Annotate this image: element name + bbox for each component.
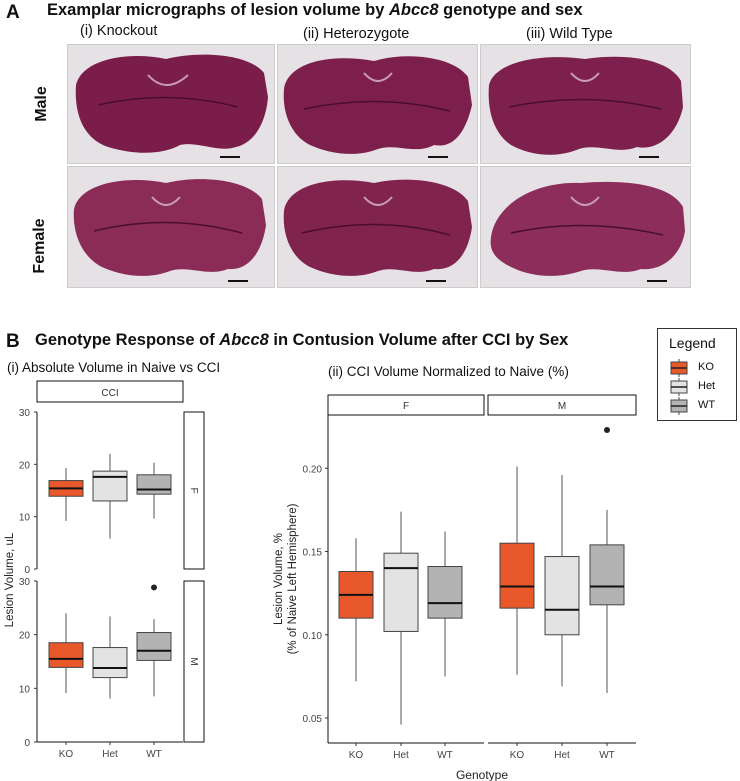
y-tick-label-F-30: 30 (19, 408, 31, 419)
facet-strip-M (487, 394, 637, 416)
x-tick-label-i-KO: KO (59, 749, 74, 760)
micrograph-male-heterozygote (277, 44, 478, 164)
x-tick-label-M-KO: KO (510, 750, 525, 761)
legend-label-het: Het (698, 380, 716, 392)
x-axis-title-ii: Genotype (456, 768, 508, 781)
facet-label-F: F (403, 401, 409, 412)
legend-title: Legend (669, 335, 716, 351)
y-tick-label-M-10: 10 (19, 684, 31, 695)
panel-a-title: Examplar micrographs of lesion volume by… (47, 1, 583, 19)
legend-items: KO Het WT (668, 359, 728, 415)
chart-i-subtitle: (i) Absolute Volume in Naive vs CCI (7, 360, 221, 375)
x-tick-label-F-WT: WT (437, 750, 453, 761)
row-label-male: Male (33, 86, 50, 122)
facet-strip-F (183, 411, 205, 570)
outlier-ii-M-WT-0 (604, 426, 610, 433)
facet-label-cci: CCI (101, 388, 118, 399)
box-ii-M-Het (544, 556, 580, 636)
row-label-female: Female (31, 218, 48, 274)
facet-strip-cci (36, 380, 184, 403)
y-tick-label-M-30: 30 (19, 577, 31, 588)
outlier-i-M-WT-0 (151, 584, 157, 591)
legend-label-ko: KO (698, 361, 714, 373)
box-i-M-WT (136, 632, 172, 661)
legend-item-het: Het (668, 378, 728, 396)
box-ii-M-WT (589, 544, 625, 606)
chart-normalized-volume: F KO Het WT M KO Het WT 0.05 0.10 0.15 0.20 Genotype… (273, 394, 637, 781)
micrograph-female-heterozygote (277, 166, 478, 288)
legend: Legend KO Het WT (657, 328, 737, 421)
column-label-heterozygote: (ii) Heterozygote (303, 26, 410, 42)
y-axis-title-ii: Lesion Volume, % (273, 533, 285, 625)
micrograph-female-wild-type (480, 166, 691, 288)
x-tick-label-F-Het: Het (393, 750, 409, 761)
y-tick-label-ii-2: 0.15 (303, 548, 323, 559)
facet-label-M: M (188, 657, 199, 665)
y-tick-label-F-0: 0 (24, 565, 30, 576)
box-ii-F-WT (427, 566, 463, 619)
micrograph-male-knockout (67, 44, 275, 164)
box-i-M-KO (48, 642, 84, 668)
micrograph-male-wild-type (480, 44, 691, 164)
facet-label-M: M (558, 401, 566, 412)
box-ii-F-Het (383, 552, 419, 632)
panel-b-title: Genotype Response of Abcc8 in Contusion … (35, 331, 569, 349)
x-tick-label-M-Het: Het (554, 750, 570, 761)
x-tick-label-i-WT: WT (146, 749, 162, 760)
y-tick-label-ii-1: 0.10 (303, 631, 323, 642)
facet-strip-M (183, 580, 205, 743)
column-label-knockout: (i) Knockout (80, 23, 158, 39)
box-ii-M-KO (499, 542, 535, 609)
panel-a-letter: A (6, 2, 20, 23)
column-label-wild-type: (iii) Wild Type (526, 26, 613, 42)
panel-b-letter: B (6, 331, 20, 352)
x-tick-label-F-KO: KO (349, 750, 364, 761)
y-tick-label-F-10: 10 (19, 513, 31, 524)
y-tick-label-ii-3: 0.20 (303, 464, 323, 475)
y-axis-title-i: Lesion Volume, uL (4, 532, 16, 627)
chart-ii-subtitle: (ii) CCI Volume Normalized to Naive (%) (328, 364, 569, 379)
y-tick-label-M-0: 0 (24, 738, 30, 749)
facet-label-F: F (188, 487, 199, 493)
y-tick-label-F-20: 20 (19, 460, 31, 471)
legend-item-ko: KO (668, 359, 728, 377)
chart-absolute-volume: CCI 0 10 20 30 F 0 10 20 30 M KO Het WT Lesion Volume,… (4, 380, 205, 760)
legend-item-wt: WT (668, 397, 728, 415)
y-axis-subtitle-ii: (% of Naive Left Hemisphere) (287, 503, 299, 654)
facet-strip-F (327, 394, 485, 416)
box-i-F-WT (136, 474, 172, 495)
micrograph-female-knockout (67, 166, 275, 288)
y-tick-label-M-20: 20 (19, 631, 31, 642)
box-i-M-Het (92, 647, 128, 679)
x-tick-label-M-WT: WT (599, 750, 615, 761)
box-i-F-Het (92, 470, 128, 502)
legend-label-wt: WT (698, 399, 716, 411)
y-tick-label-ii-0: 0.05 (303, 714, 323, 725)
x-tick-label-i-Het: Het (102, 749, 118, 760)
